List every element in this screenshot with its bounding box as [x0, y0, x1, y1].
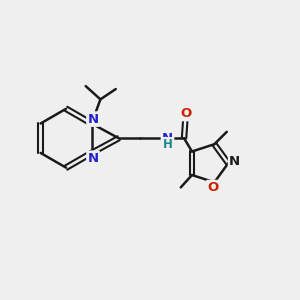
- Text: O: O: [207, 181, 218, 194]
- Text: N: N: [88, 152, 99, 165]
- Text: H: H: [163, 138, 172, 151]
- Text: N: N: [162, 132, 173, 145]
- Text: N: N: [88, 112, 99, 126]
- Text: O: O: [180, 107, 191, 120]
- Text: N: N: [229, 155, 240, 168]
